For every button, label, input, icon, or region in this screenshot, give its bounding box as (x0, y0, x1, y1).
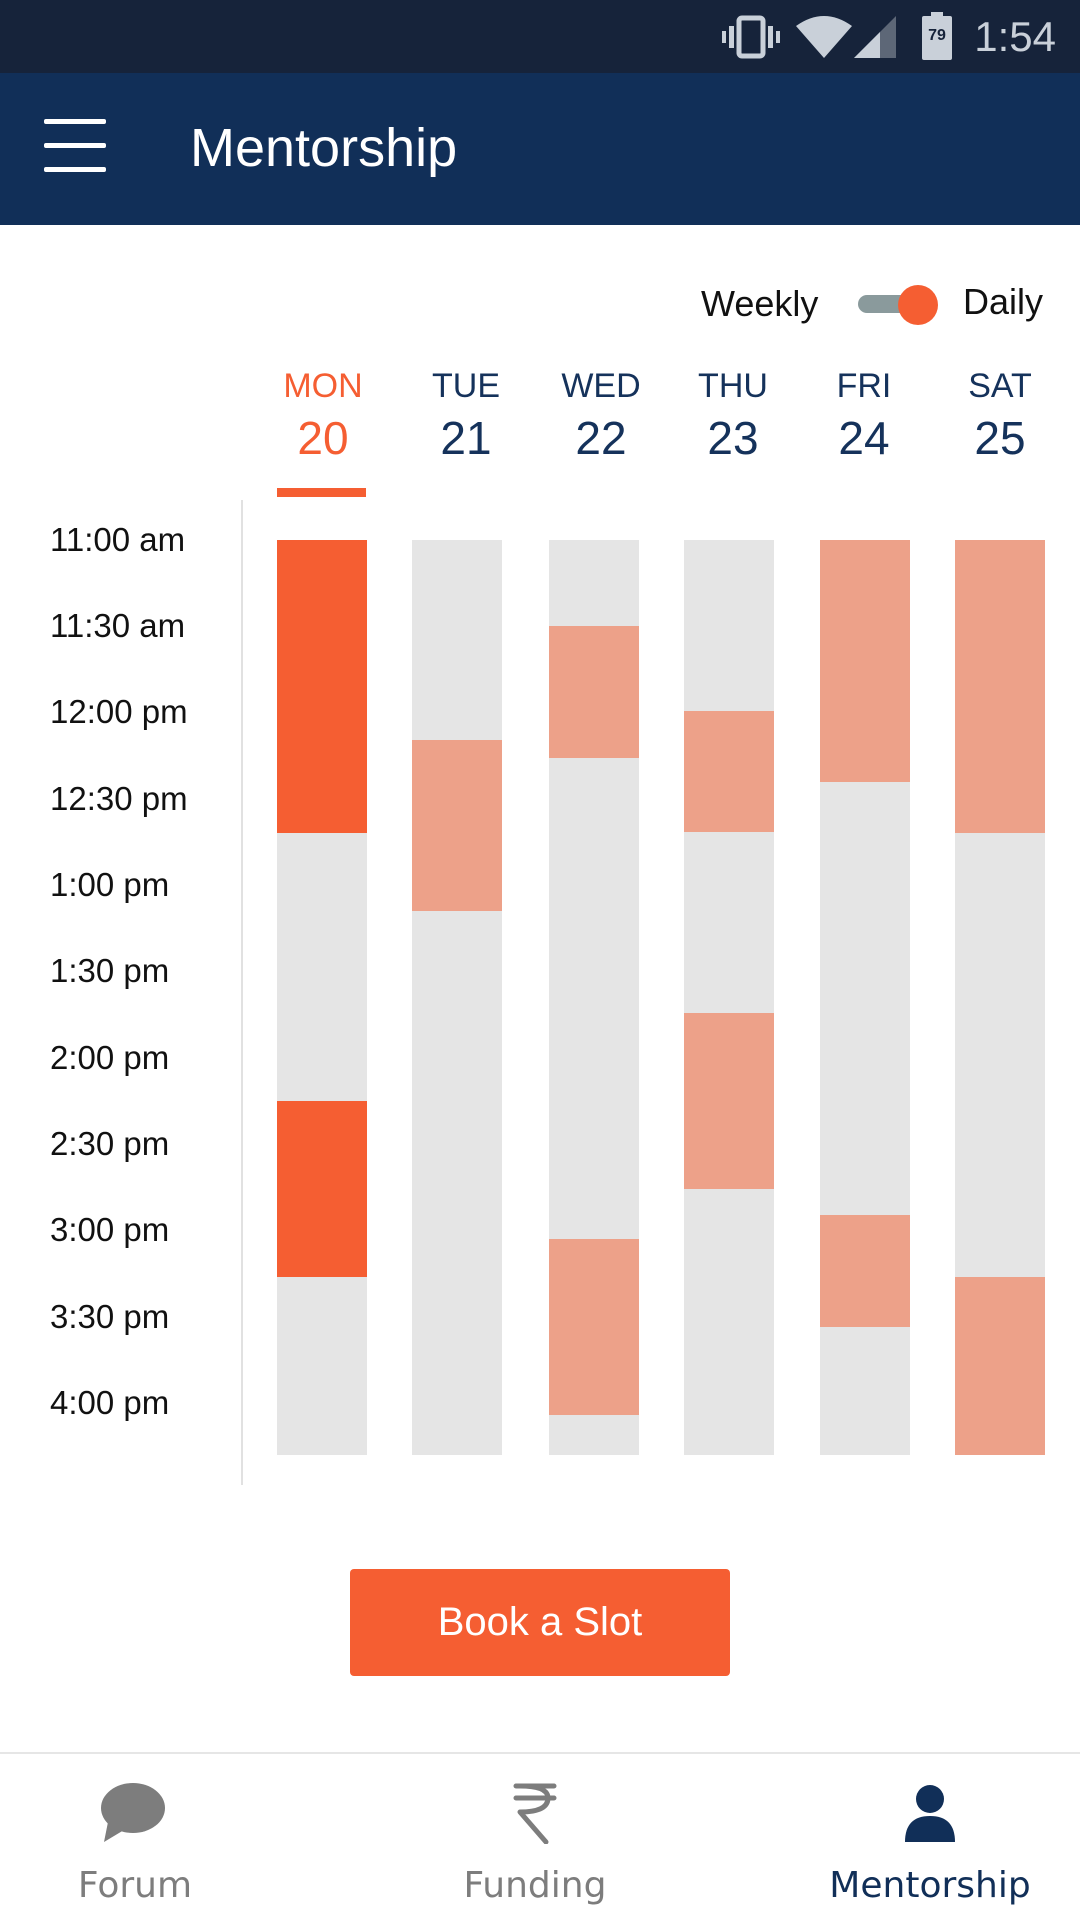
status-bar: 79 1:54 (0, 0, 1080, 73)
chat-bubble-icon (101, 1783, 165, 1842)
time-label: 1:00 pm (50, 866, 170, 903)
day-column-wed (549, 540, 639, 1455)
page-title: Mentorship (190, 118, 458, 178)
vibrate-icon (722, 15, 780, 59)
time-slot-available[interactable] (955, 540, 1045, 834)
nav-label: Mentorship (829, 1865, 1031, 1906)
hamburger-icon (44, 119, 106, 124)
hamburger-icon-bar (44, 143, 106, 148)
time-axis-divider (241, 500, 243, 1485)
bottom-nav: Forum Funding Mentorship (0, 1752, 1080, 1920)
menu-button[interactable] (40, 119, 110, 177)
day-header-sat[interactable]: SAT 25 (935, 366, 1065, 468)
selected-day-indicator (277, 488, 366, 497)
view-toggle-switch[interactable] (856, 284, 940, 325)
time-label: 2:30 pm (50, 1125, 170, 1162)
day-header-thu[interactable]: THU 23 (668, 366, 798, 468)
time-slot-available[interactable] (549, 626, 639, 758)
day-date: 21 (440, 412, 492, 464)
rupee-icon (513, 1783, 557, 1844)
time-label: 12:00 pm (50, 693, 188, 730)
day-date: 20 (297, 412, 349, 464)
battery-icon: 79 (922, 12, 952, 60)
status-time: 1:54 (974, 13, 1056, 60)
time-slot-available[interactable] (684, 710, 774, 832)
time-label: 12:30 pm (50, 780, 188, 817)
battery-level: 79 (928, 27, 946, 44)
day-name: WED (561, 367, 641, 405)
day-date: 25 (974, 412, 1026, 464)
nav-item-funding[interactable]: Funding (440, 1754, 630, 1920)
day-date: 22 (575, 412, 627, 464)
hamburger-icon-bar (44, 167, 106, 172)
day-column-tue (412, 540, 502, 1455)
time-slot-available[interactable] (820, 1215, 910, 1328)
toggle-label-weekly[interactable]: Weekly (701, 283, 819, 324)
toggle-thumb (898, 285, 938, 325)
time-label: 11:30 am (50, 607, 186, 644)
day-column-thu (684, 540, 774, 1455)
day-date: 24 (838, 412, 890, 464)
book-slot-button[interactable]: Book a Slot (350, 1569, 730, 1676)
time-slot-available[interactable] (820, 540, 910, 782)
wifi-icon (796, 16, 852, 58)
nav-label: Forum (77, 1865, 193, 1906)
nav-label: Funding (463, 1865, 607, 1906)
time-label: 3:30 pm (50, 1298, 170, 1335)
day-name: SAT (968, 367, 1032, 405)
time-slot-selected[interactable] (277, 1101, 367, 1278)
nav-item-forum[interactable]: Forum (40, 1754, 230, 1920)
day-column-mon (277, 540, 367, 1455)
time-label: 3:00 pm (50, 1211, 170, 1248)
time-slot-available[interactable] (684, 1013, 774, 1190)
app-bar: Mentorship (0, 73, 1080, 225)
person-icon (905, 1785, 955, 1842)
time-label: 11:00 am (50, 521, 186, 558)
time-label: 4:00 pm (50, 1384, 170, 1421)
day-header-tue[interactable]: TUE 21 (401, 366, 531, 468)
day-name: TUE (432, 367, 500, 405)
day-name: FRI (836, 367, 892, 405)
time-slot-available[interactable] (955, 1277, 1045, 1455)
day-header-fri[interactable]: FRI 24 (799, 366, 929, 468)
day-date: 23 (707, 412, 759, 464)
day-name: THU (698, 367, 768, 405)
time-label: 1:30 pm (50, 952, 170, 989)
nav-item-mentorship[interactable]: Mentorship (820, 1754, 1040, 1920)
time-slot-available[interactable] (549, 1239, 639, 1416)
cell-signal-icon (854, 16, 896, 58)
day-column-fri (820, 540, 910, 1455)
day-header-wed[interactable]: WED 22 (536, 366, 666, 468)
day-name: MON (283, 367, 363, 405)
toggle-label-daily[interactable]: Daily (963, 281, 1044, 322)
day-header-mon[interactable]: MON 20 (258, 366, 388, 468)
time-slot-available[interactable] (412, 740, 502, 912)
day-column-sat (955, 540, 1045, 1455)
time-slot-selected[interactable] (277, 540, 367, 834)
time-label: 2:00 pm (50, 1039, 170, 1076)
